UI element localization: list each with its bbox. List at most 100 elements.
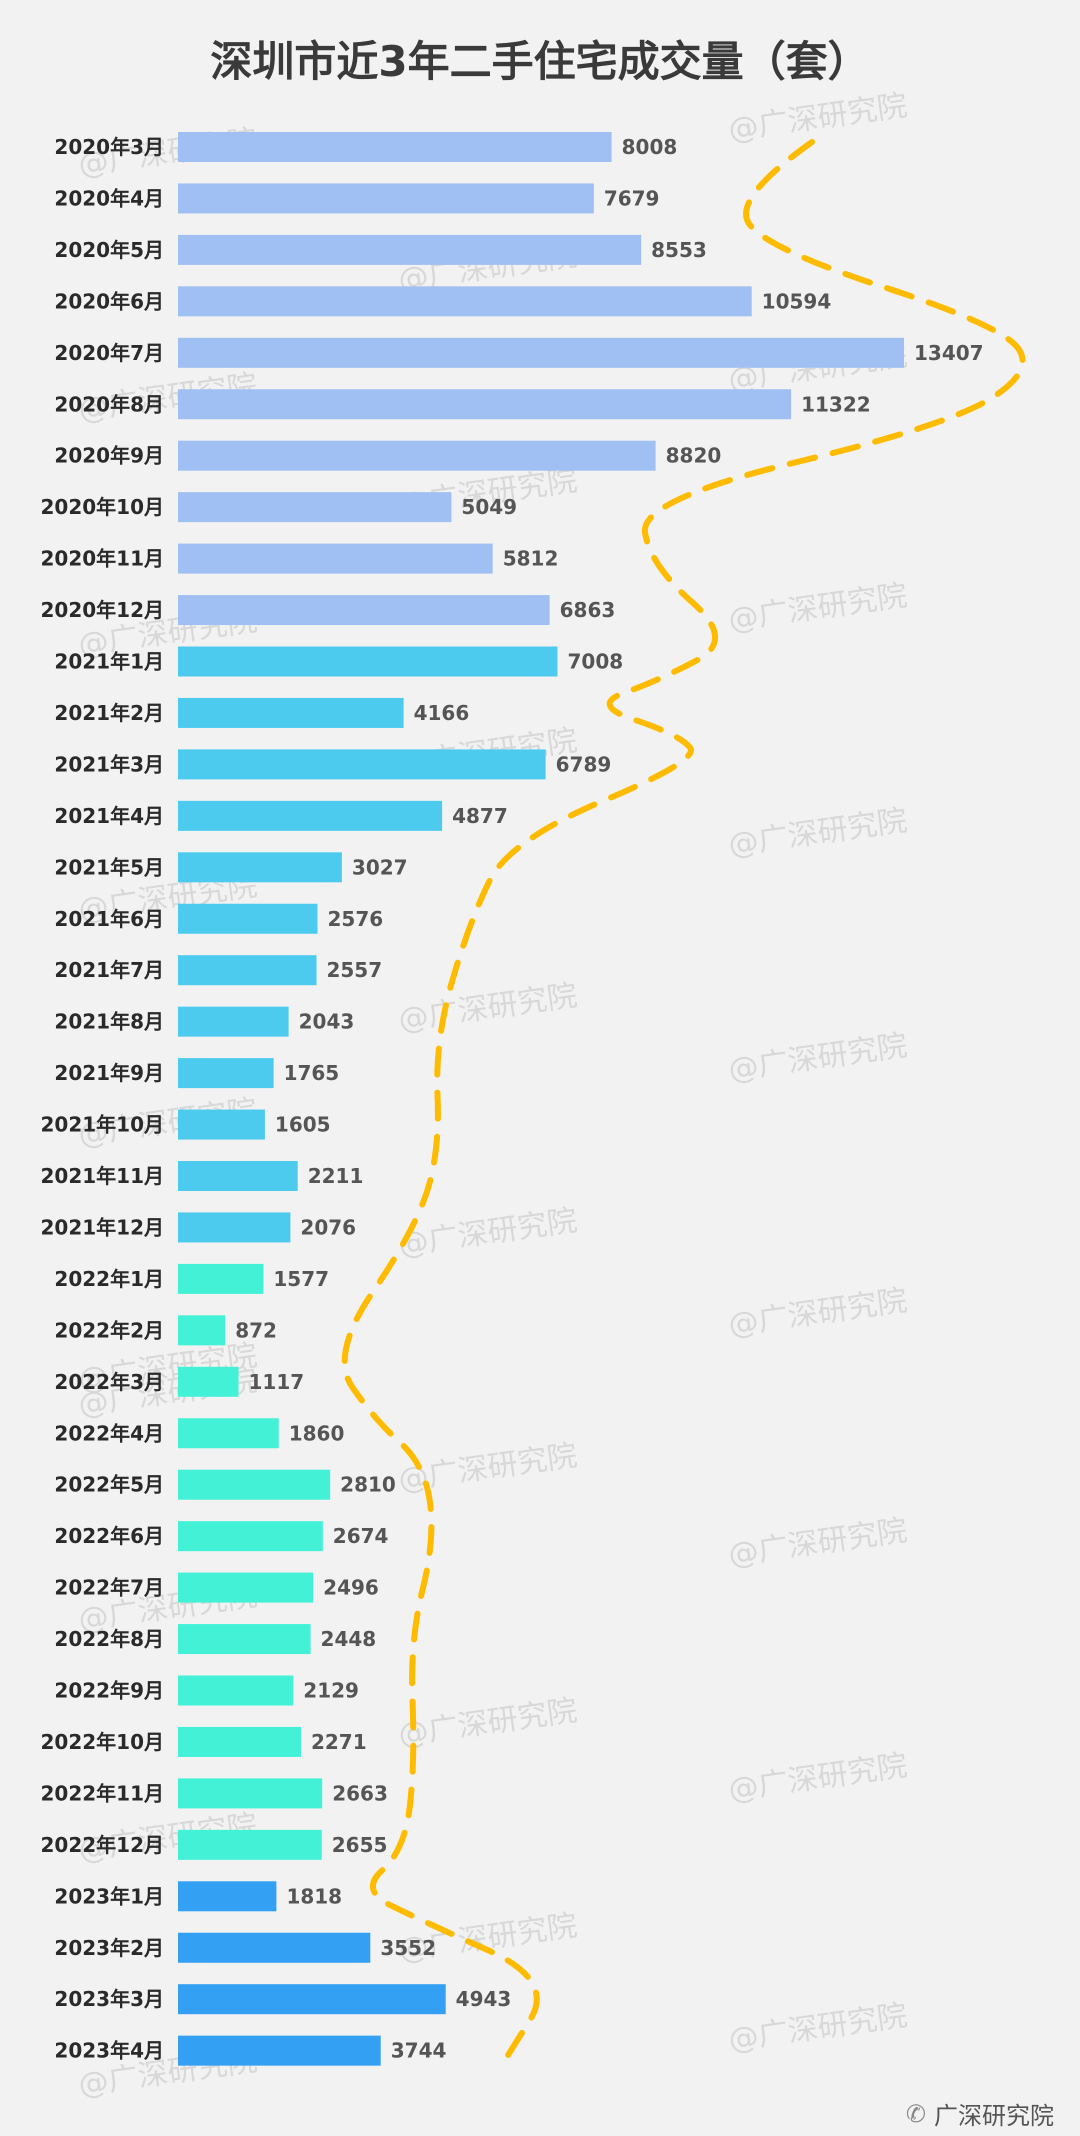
category-label: 2021年10月 [41, 1113, 165, 1137]
bar [178, 543, 493, 574]
bar [178, 132, 612, 162]
bar [178, 492, 452, 523]
category-label: 2022年8月 [54, 1627, 164, 1651]
chart-title: 深圳市近3年二手住宅成交量（套） [210, 37, 870, 86]
bar [178, 337, 904, 368]
category-label: 2022年9月 [54, 1679, 164, 1703]
value-label: 11322 [801, 392, 871, 416]
bar [178, 749, 546, 780]
bar [178, 2035, 381, 2066]
value-label: 1860 [289, 1421, 345, 1445]
wechat-icon: ✆ [905, 2099, 926, 2128]
bar [178, 1726, 301, 1757]
watermark: @广深研究院 [726, 88, 909, 148]
bar [178, 1006, 289, 1037]
category-label: 2021年11月 [41, 1164, 165, 1188]
value-label: 1818 [286, 1884, 342, 1908]
value-label: 1577 [273, 1267, 329, 1291]
bar [178, 1521, 323, 1552]
bar [178, 286, 752, 317]
bar [178, 1984, 446, 2015]
watermark: @广深研究院 [396, 1438, 579, 1498]
category-label: 2021年3月 [54, 752, 164, 776]
category-label: 2020年3月 [54, 135, 164, 159]
category-label: 2021年1月 [54, 650, 164, 674]
value-label: 2810 [340, 1473, 396, 1497]
bar [178, 440, 656, 471]
bar [178, 1161, 298, 1191]
value-label: 8820 [666, 444, 722, 468]
category-label: 2022年6月 [54, 1524, 164, 1548]
value-label: 1117 [248, 1370, 304, 1394]
value-label: 2448 [321, 1627, 377, 1651]
category-label: 2020年9月 [54, 444, 164, 468]
category-label: 2020年11月 [41, 547, 165, 571]
value-label: 3027 [352, 855, 408, 879]
category-label: 2023年1月 [54, 1884, 164, 1908]
value-label: 8008 [622, 135, 678, 159]
value-label: 13407 [914, 341, 984, 365]
value-label: 2076 [300, 1215, 356, 1239]
bar [178, 1624, 311, 1655]
watermark: @广深研究院 [726, 1513, 909, 1573]
value-label: 5812 [503, 547, 559, 571]
bar [178, 1469, 331, 1500]
value-label: 2129 [303, 1679, 359, 1703]
bar [178, 800, 443, 831]
category-label: 2022年10月 [41, 1730, 165, 1754]
bar [178, 1778, 323, 1809]
bar [178, 903, 318, 934]
watermark: @广深研究院 [726, 1748, 909, 1808]
value-label: 7008 [567, 650, 623, 674]
category-label: 2021年5月 [54, 855, 164, 879]
bar [178, 1829, 322, 1860]
category-label: 2022年4月 [54, 1421, 164, 1445]
bar [178, 389, 792, 420]
category-label: 2020年12月 [41, 598, 165, 622]
value-label: 4166 [414, 701, 470, 725]
bar [178, 1881, 277, 1912]
value-label: 2496 [323, 1576, 379, 1600]
category-label: 2023年4月 [54, 2039, 164, 2063]
bar [178, 1572, 314, 1603]
bar [178, 1366, 239, 1397]
value-label: 5049 [461, 495, 517, 519]
category-label: 2022年12月 [41, 1833, 165, 1857]
value-label: 2557 [326, 958, 382, 982]
category-label: 2020年4月 [54, 186, 164, 210]
category-label: 2020年10月 [41, 495, 165, 519]
category-label: 2020年7月 [54, 341, 164, 365]
watermark: @广深研究院 [396, 1693, 579, 1753]
account-name: 广深研究院 [934, 2102, 1054, 2130]
bar [178, 595, 550, 626]
category-label: 2020年5月 [54, 238, 164, 262]
value-label: 6789 [556, 752, 612, 776]
trend-line [341, 139, 1026, 2063]
bar [178, 646, 558, 677]
value-label: 4877 [452, 804, 508, 828]
value-label: 2576 [327, 907, 383, 931]
value-label: 6863 [560, 598, 616, 622]
category-label: 2021年8月 [54, 1010, 164, 1034]
category-label: 2021年7月 [54, 958, 164, 982]
category-label: 2021年9月 [54, 1061, 164, 1085]
value-label: 7679 [604, 186, 660, 210]
watermark: @广深研究院 [396, 978, 579, 1038]
watermark: @广深研究院 [396, 1203, 579, 1263]
bar [178, 1058, 274, 1089]
watermark: @广深研究院 [726, 1998, 909, 2058]
category-label: 2022年1月 [54, 1267, 164, 1291]
bar [178, 1263, 264, 1294]
watermark: @广深研究院 [726, 803, 909, 863]
category-label: 2021年4月 [54, 804, 164, 828]
category-label: 2022年5月 [54, 1473, 164, 1497]
category-label: 2022年11月 [41, 1781, 165, 1805]
category-label: 2021年2月 [54, 701, 164, 725]
bar [178, 1932, 371, 1963]
category-label: 2021年6月 [54, 907, 164, 931]
value-label: 2674 [333, 1524, 389, 1548]
value-label: 3744 [391, 2039, 447, 2063]
account-badge: ✆ 广深研究院 [906, 2096, 1054, 2131]
value-label: 2211 [308, 1164, 364, 1188]
